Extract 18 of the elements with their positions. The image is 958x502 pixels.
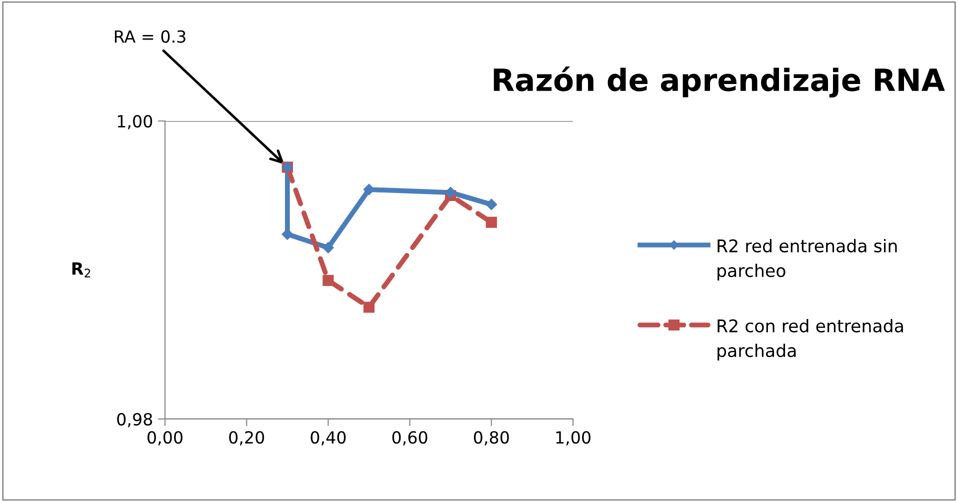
- y-tick-label: 0,98: [117, 412, 152, 428]
- y-axis-title: R$_{2}$: [72, 262, 90, 278]
- x-tick-label: 1,00: [556, 431, 590, 446]
- x-tick-label: 0,40: [310, 431, 346, 446]
- text: Razón de aprendizaje RNA: [494, 66, 945, 98]
- x-tick-label: 0,60: [392, 431, 428, 446]
- point: [322, 274, 334, 286]
- x-tick-label: 0,20: [229, 431, 264, 446]
- point: [486, 198, 498, 210]
- annotation: RA = 0.3: [114, 30, 186, 43]
- point: [363, 302, 375, 313]
- x-tick-label: 0,80: [474, 431, 509, 446]
- point: [322, 242, 334, 254]
- x-tick-label: 0,00: [148, 431, 182, 446]
- point: [444, 186, 456, 198]
- legend-label: R2 con red entrenada parchada: [718, 319, 903, 361]
- point: [486, 216, 497, 228]
- legend-label: R2 red entrenada sin parcheo: [718, 239, 897, 281]
